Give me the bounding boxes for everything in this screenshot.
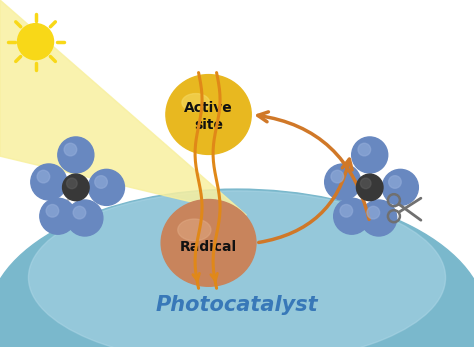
Circle shape (383, 169, 419, 205)
Ellipse shape (28, 191, 446, 347)
Text: Photocatalyst: Photocatalyst (155, 295, 319, 315)
Ellipse shape (161, 200, 256, 286)
Circle shape (73, 206, 86, 219)
Text: Radical: Radical (180, 240, 237, 254)
Circle shape (18, 24, 54, 60)
Circle shape (63, 174, 89, 201)
Circle shape (46, 204, 59, 217)
Circle shape (95, 176, 107, 188)
Circle shape (358, 143, 371, 156)
Circle shape (325, 164, 361, 200)
Circle shape (89, 169, 125, 205)
Circle shape (40, 198, 76, 234)
Text: Active
site: Active site (184, 101, 233, 132)
Circle shape (64, 143, 77, 156)
Circle shape (356, 174, 383, 201)
Circle shape (58, 137, 94, 173)
Circle shape (331, 170, 344, 183)
Ellipse shape (178, 219, 211, 241)
Polygon shape (0, 0, 246, 215)
Circle shape (31, 164, 67, 200)
Ellipse shape (166, 75, 251, 154)
Circle shape (37, 170, 50, 183)
Circle shape (367, 206, 380, 219)
Ellipse shape (182, 94, 210, 111)
Circle shape (389, 176, 401, 188)
Circle shape (66, 178, 77, 189)
Ellipse shape (0, 189, 474, 347)
Circle shape (360, 178, 371, 189)
Circle shape (352, 137, 388, 173)
Circle shape (340, 204, 353, 217)
Circle shape (334, 198, 370, 234)
Circle shape (361, 200, 397, 236)
Circle shape (67, 200, 103, 236)
